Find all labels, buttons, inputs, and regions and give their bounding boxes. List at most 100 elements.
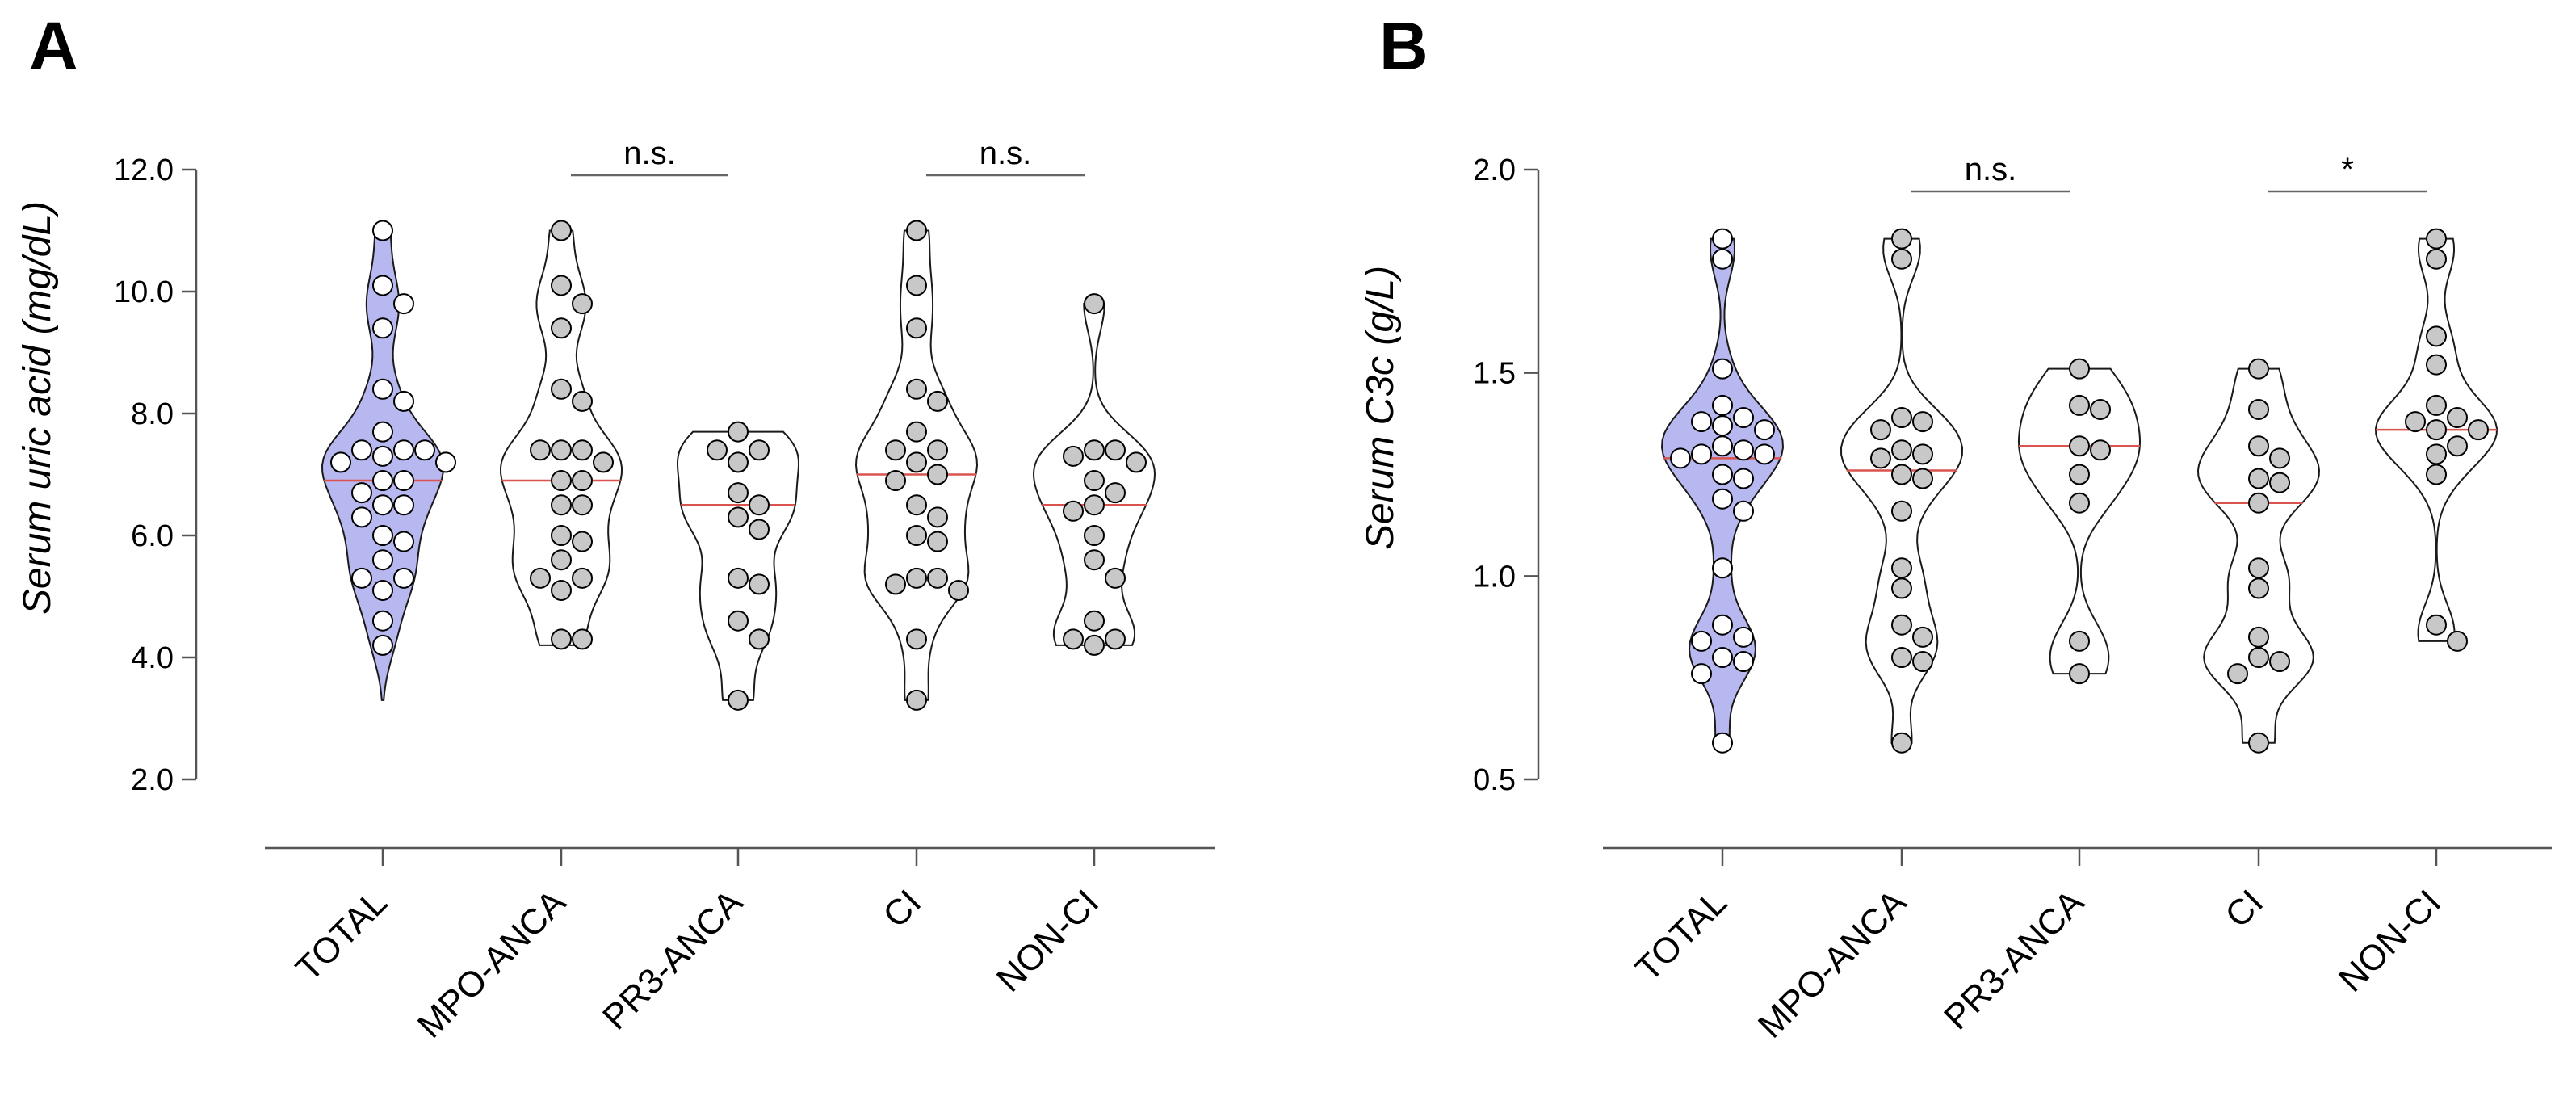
significance-label: * (2341, 152, 2354, 187)
data-point (572, 470, 593, 492)
significance-label: n.s. (980, 136, 1031, 171)
data-point (1733, 439, 1754, 461)
data-point (551, 628, 572, 650)
y-axis-label-b: Serum C3c (g/L) (1359, 266, 1402, 550)
data-point (572, 567, 593, 589)
data-point (906, 451, 927, 473)
data-point (1712, 557, 1733, 579)
y-tick-label: 12.0 (114, 153, 174, 187)
data-point (1733, 651, 1754, 673)
y-axis-label-a: Serum uric acid (mg/dL) (16, 201, 59, 615)
data-point (1891, 407, 1912, 429)
data-point (1712, 248, 1733, 270)
violin-total (1660, 228, 1785, 754)
data-point (1712, 647, 1733, 668)
y-tick-label: 6.0 (131, 519, 174, 553)
data-point (435, 451, 456, 473)
significance-a: n.s. n.s. (571, 136, 1085, 177)
data-point (551, 494, 572, 516)
data-point (372, 610, 393, 632)
data-point (1105, 628, 1126, 650)
violin-mpo-anca (1840, 228, 1964, 754)
data-point (1084, 470, 1105, 492)
data-point (1712, 228, 1733, 250)
data-point (2426, 354, 2447, 376)
data-point (885, 573, 906, 595)
data-point (572, 390, 593, 412)
data-point (351, 439, 372, 461)
data-point (1712, 464, 1733, 485)
data-point (351, 567, 372, 589)
data-point (927, 567, 948, 589)
data-point (372, 220, 393, 241)
data-point (2426, 248, 2447, 270)
data-point (372, 549, 393, 571)
data-point (372, 445, 393, 467)
data-point (1691, 443, 1712, 465)
data-point (906, 628, 927, 650)
data-point (728, 610, 749, 632)
data-point (2426, 443, 2447, 465)
x-tick-label: CI (2217, 882, 2271, 935)
data-point (2447, 630, 2468, 652)
panel-a: A Serum uric acid (mg/dL) 2.0 4.0 6.0 8.0 10… (16, 8, 1215, 1046)
data-point (2248, 626, 2269, 648)
data-point (1063, 445, 1084, 467)
data-point (372, 275, 393, 296)
data-point (2248, 398, 2269, 420)
data-point (551, 549, 572, 571)
y-axis-a: 2.0 4.0 6.0 8.0 10.0 12.0 (114, 153, 198, 797)
data-point (2069, 435, 2090, 457)
data-point (948, 579, 969, 601)
data-point (551, 220, 572, 241)
data-point (572, 628, 593, 650)
data-point (1691, 411, 1712, 433)
violin-non-ci (1032, 293, 1156, 656)
data-point (2248, 468, 2269, 489)
data-point (728, 567, 749, 589)
data-point (2269, 447, 2290, 469)
data-point (572, 293, 593, 315)
data-point (2447, 435, 2468, 457)
violin-pr3-anca (676, 421, 800, 711)
data-point (1891, 228, 1912, 250)
data-point (1712, 732, 1733, 754)
x-tick-label: PR3-ANCA (1936, 882, 2091, 1037)
data-point (2090, 439, 2111, 461)
data-point (551, 579, 572, 601)
data-point (2426, 464, 2447, 485)
data-point (1084, 439, 1105, 461)
data-point (1891, 248, 1912, 270)
data-point (330, 451, 351, 473)
data-point (2248, 435, 2269, 457)
data-point (1712, 415, 1733, 437)
data-point (927, 531, 948, 552)
data-point (885, 470, 906, 492)
data-point (2426, 228, 2447, 250)
data-point (906, 494, 927, 516)
significance-label: n.s. (623, 136, 675, 171)
data-point (749, 519, 770, 540)
x-tick-label: NON-CI (2331, 882, 2448, 999)
data-point (1105, 567, 1126, 589)
data-point (414, 439, 435, 461)
data-point (1105, 482, 1126, 504)
data-point (906, 525, 927, 546)
data-point (707, 439, 728, 461)
data-point (2468, 419, 2489, 441)
data-point (1891, 647, 1912, 668)
data-point (2069, 492, 2090, 514)
y-tick-label: 0.5 (1473, 763, 1516, 797)
data-point (2248, 732, 2269, 754)
data-point (728, 421, 749, 443)
data-point (749, 628, 770, 650)
data-point (1891, 732, 1912, 754)
y-tick-label: 2.0 (1473, 153, 1516, 187)
data-point (393, 494, 414, 516)
data-point (2447, 407, 2468, 429)
data-point (1126, 451, 1147, 473)
data-point (1733, 407, 1754, 429)
data-point (1891, 557, 1912, 579)
data-point (1912, 468, 1933, 489)
